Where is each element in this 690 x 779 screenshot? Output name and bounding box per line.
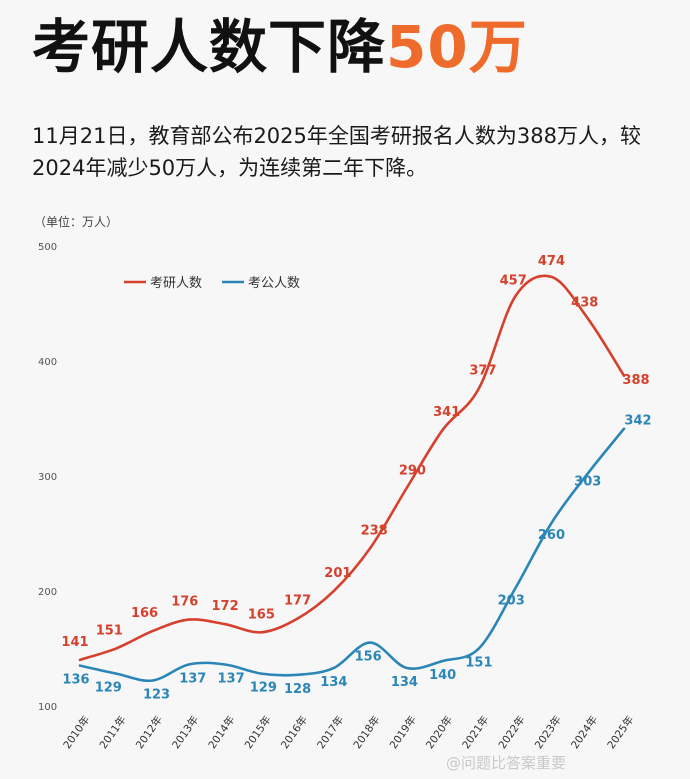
x-tick-label: 2022年 <box>496 713 528 751</box>
data-label-kaogong: 136 <box>62 673 89 688</box>
title-main: 考研人数下降 <box>32 13 387 81</box>
data-label-kaogong: 129 <box>250 681 277 696</box>
x-tick-label: 2017年 <box>314 713 346 751</box>
x-tick-label: 2016年 <box>278 713 310 751</box>
unit-label: （单位：万人） <box>34 215 119 229</box>
data-label-kaoyan: 151 <box>96 623 123 638</box>
data-label-kaogong: 134 <box>391 675 418 690</box>
data-label-kaogong: 129 <box>95 681 122 696</box>
data-label-kaoyan: 166 <box>131 606 158 621</box>
data-label-kaoyan: 377 <box>469 363 496 378</box>
series-line-kaoyan <box>78 274 626 662</box>
data-label-kaoyan: 201 <box>324 566 351 581</box>
title-highlight: 50万 <box>386 13 528 81</box>
x-tick-label: 2019年 <box>387 713 419 751</box>
data-label-kaogong: 156 <box>355 650 382 665</box>
data-label-kaogong: 342 <box>624 414 651 429</box>
x-tick-label: 2011年 <box>97 713 129 751</box>
data-label-kaoyan: 474 <box>538 254 565 269</box>
data-label-kaogong: 303 <box>574 475 601 490</box>
x-tick-label: 2010年 <box>60 713 92 751</box>
y-tick-label: 500 <box>38 242 57 253</box>
data-label-kaogong: 123 <box>143 688 170 703</box>
data-label-kaoyan: 165 <box>248 607 275 622</box>
y-tick-label: 200 <box>38 587 57 598</box>
data-label-kaoyan: 341 <box>433 405 460 420</box>
y-tick-label: 100 <box>38 702 57 713</box>
y-tick-label: 300 <box>38 472 57 483</box>
x-tick-label: 2023年 <box>532 713 564 751</box>
series-line-kaogong <box>78 427 626 683</box>
x-tick-label: 2015年 <box>242 713 274 751</box>
data-label-kaogong: 260 <box>538 528 565 543</box>
data-label-kaogong: 128 <box>284 682 311 697</box>
data-label-kaoyan: 172 <box>211 599 238 614</box>
data-label-kaogong: 140 <box>429 668 456 683</box>
data-label-kaogong: 134 <box>320 675 347 690</box>
data-label-kaogong: 137 <box>179 671 206 686</box>
data-label-kaogong: 137 <box>217 671 244 686</box>
data-label-kaoyan: 238 <box>361 523 388 538</box>
x-tick-label: 2013年 <box>169 713 201 751</box>
x-tick-label: 2012年 <box>133 713 165 751</box>
data-label-kaoyan: 290 <box>399 464 426 479</box>
x-tick-label: 2025年 <box>604 713 636 751</box>
page-title: 考研人数下降50万 <box>32 14 528 81</box>
x-tick-label: 2014年 <box>206 713 238 751</box>
watermark: @问题比答案重要 <box>446 754 567 772</box>
x-tick-label: 2021年 <box>459 713 491 751</box>
data-label-kaoyan: 141 <box>61 635 88 650</box>
legend-label-kaogong: 考公人数 <box>248 276 300 291</box>
data-label-kaoyan: 388 <box>622 373 649 388</box>
x-tick-label: 2018年 <box>351 713 383 751</box>
x-tick-label: 2024年 <box>568 713 600 751</box>
legend-label-kaoyan: 考研人数 <box>150 276 202 291</box>
data-label-kaoyan: 177 <box>284 593 311 608</box>
y-tick-label: 400 <box>38 357 57 368</box>
data-label-kaogong: 151 <box>465 655 492 670</box>
x-tick-label: 2020年 <box>423 713 455 751</box>
data-label-kaoyan: 457 <box>500 273 527 288</box>
data-label-kaoyan: 438 <box>571 295 598 310</box>
description-text: 11月21日，教育部公布2025年全国考研报名人数为388万人，较2024年减少… <box>32 124 641 180</box>
data-label-kaoyan: 176 <box>171 595 198 610</box>
data-label-kaogong: 203 <box>498 594 525 609</box>
